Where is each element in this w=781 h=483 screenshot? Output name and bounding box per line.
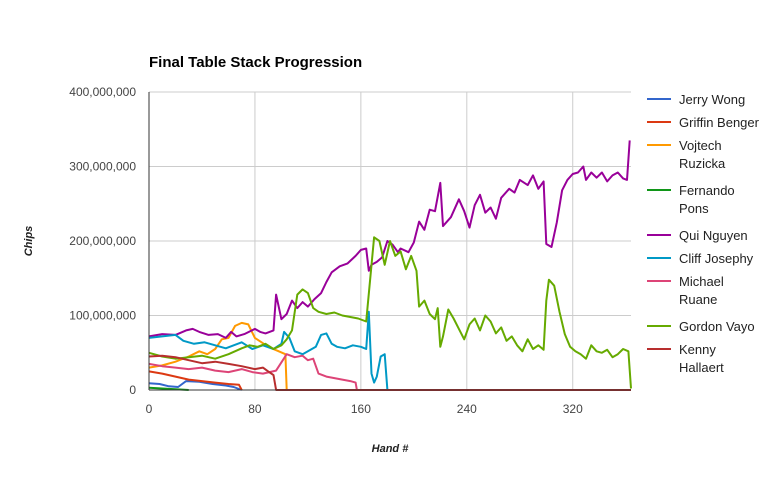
series-lines: [148, 140, 632, 391]
series-line-gordon-vayo: [148, 236, 632, 389]
y-tick-label: 200,000,000: [69, 234, 136, 248]
gridlines: [149, 91, 631, 390]
x-axis-ticks: 0 80 160 240 320: [146, 402, 583, 416]
legend-label-jerry-wong: Jerry Wong: [679, 92, 745, 107]
legend-label-vojtech-ruzicka: Vojtech: [679, 138, 722, 153]
legend-label-griffin-benger: Griffin Benger: [679, 115, 760, 130]
legend-label-michael-ruane: Ruane: [679, 292, 717, 307]
legend-label-qui-nguyen: Qui Nguyen: [679, 228, 748, 243]
legend-label-kenny-hallaert: Kenny: [679, 342, 716, 357]
legend-label-vojtech-ruzicka: Ruzicka: [679, 156, 726, 171]
legend-label-kenny-hallaert: Hallaert: [679, 360, 724, 375]
y-tick-label: 100,000,000: [69, 309, 136, 323]
legend-label-gordon-vayo: Gordon Vayo: [679, 319, 755, 334]
legend: Jerry Wong Griffin Benger Vojtech Ruzicka Fe…: [647, 92, 760, 375]
x-tick-label: 240: [457, 402, 477, 416]
legend-label-fernando-pons: Fernando: [679, 183, 735, 198]
y-tick-label: 0: [129, 383, 136, 397]
series-line-cliff-josephy: [148, 310, 389, 391]
chart-title: Final Table Stack Progression: [149, 54, 362, 71]
x-tick-label: 320: [563, 402, 583, 416]
x-axis-title: Hand #: [372, 443, 410, 455]
y-axis-ticks: 0 100,000,000 200,000,000 300,000,000 400,00…: [69, 85, 136, 397]
series-line-michael-ruane: [148, 353, 358, 391]
x-tick-label: 80: [248, 402, 262, 416]
y-axis-title: Chips: [23, 226, 35, 257]
legend-label-fernando-pons: Pons: [679, 201, 709, 216]
series-line-griffin-benger: [148, 370, 243, 391]
legend-label-michael-ruane: Michael: [679, 274, 724, 289]
x-tick-label: 0: [146, 402, 153, 416]
x-tick-label: 160: [351, 402, 371, 416]
series-line-qui-nguyen: [148, 140, 631, 339]
series-line-jerry-wong: [148, 380, 243, 391]
legend-label-cliff-josephy: Cliff Josephy: [679, 251, 754, 266]
y-tick-label: 300,000,000: [69, 160, 136, 174]
series-line-kenny-hallaert: [148, 354, 631, 391]
y-tick-label: 400,000,000: [69, 85, 136, 99]
